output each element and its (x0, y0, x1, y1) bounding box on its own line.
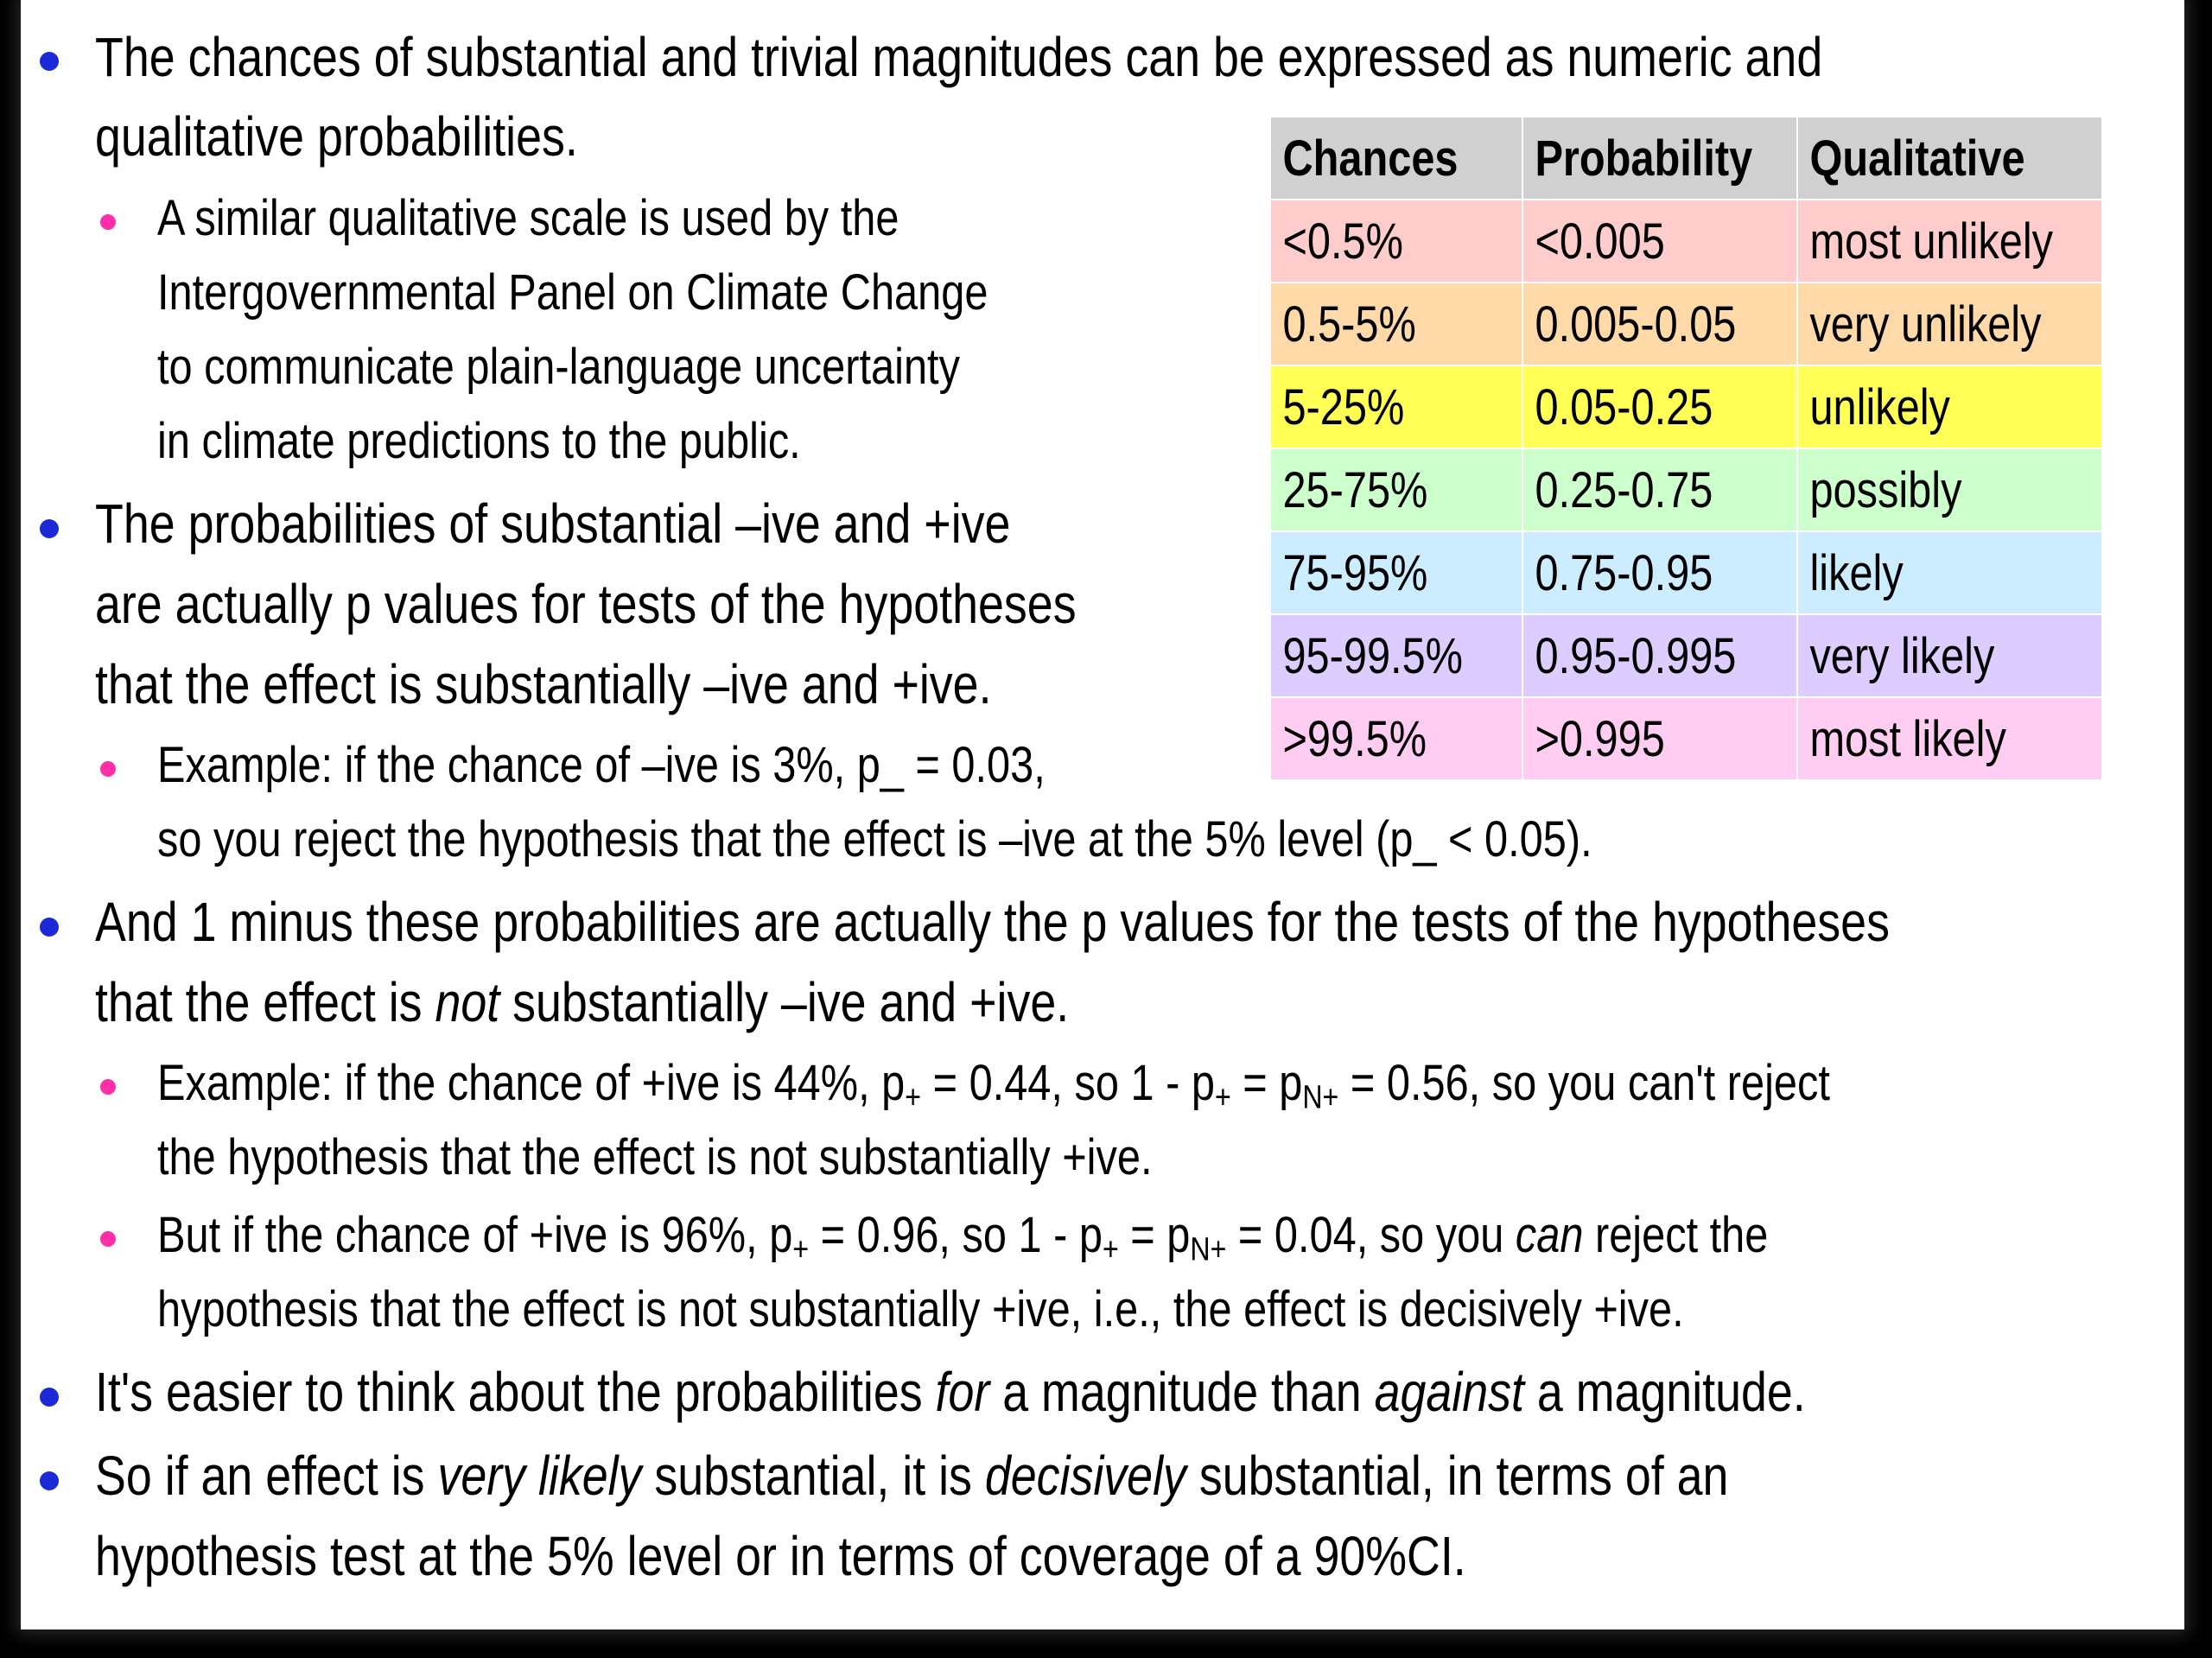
table-row: 0.5-5% 0.005-0.05 very unlikely (1271, 283, 2104, 366)
header-probability: Probability (1522, 118, 1798, 200)
table-row: 25-75% 0.25-0.75 possibly (1271, 448, 2104, 532)
bullet-3-line-2-pre: that the effect is (95, 971, 435, 1033)
bullet-3a-line-2: the hypothesis that the effect is not su… (157, 1129, 1153, 1185)
bullet-2-dot (40, 519, 59, 538)
bullet-4-dot (40, 1388, 59, 1407)
bullet-5-emphasis-1: very likely (437, 1445, 642, 1507)
cell-qualitative: likely (1796, 531, 2104, 615)
cell-qualitative: unlikely (1796, 365, 2104, 449)
bullet-5-line-1: So if an effect is very likely substanti… (95, 1448, 1728, 1503)
bullet-3-line-2: that the effect is not substantially –iv… (95, 975, 1069, 1030)
cell-chances: 95-99.5% (1271, 614, 1524, 698)
bullet-1-line-1: The chances of substantial and trivial m… (95, 26, 1823, 88)
bullet-5-text-2: substantial, it is (641, 1445, 985, 1507)
bullet-3b-emphasis: can (1515, 1207, 1584, 1263)
bullet-1a-line-4: in climate predictions to the public. (157, 413, 801, 469)
bullet-4-text-3: a magnitude. (1523, 1361, 1806, 1423)
cell-chances: 75-95% (1271, 531, 1524, 615)
table-row: 95-99.5% 0.95-0.995 very likely (1271, 614, 2104, 698)
bullet-2-line-2: are actually p values for tests of the h… (95, 573, 1077, 635)
bullet-1a-line-3: to communicate plain-language uncertaint… (157, 339, 960, 395)
cell-probability: 0.75-0.95 (1522, 531, 1798, 615)
bullet-3a-text-2: = 0.44, so 1 - p (921, 1055, 1215, 1111)
bullet-5-dot (40, 1471, 59, 1490)
bullet-3b-text-5: reject the (1583, 1207, 1769, 1263)
bullet-2a-line-2: so you reject the hypothesis that the ef… (157, 811, 1592, 867)
cell-qualitative: very unlikely (1796, 283, 2104, 366)
bullet-2-line-3: that the effect is substantially –ive an… (95, 653, 992, 715)
bullet-4-text-2: a magnitude than (989, 1361, 1375, 1423)
bullet-3a-dot (100, 1079, 116, 1095)
bullet-4-line-1: It's easier to think about the probabili… (95, 1364, 1806, 1420)
bullet-3b-line-1: But if the chance of +ive is 96%, p+ = 0… (157, 1207, 1769, 1267)
bullet-5-text-1: So if an effect is (95, 1445, 438, 1507)
table-row: <0.5% <0.005 most unlikely (1271, 200, 2104, 283)
cell-chances: 0.5-5% (1271, 283, 1524, 366)
bullet-2a-line-1: Example: if the chance of –ive is 3%, p_… (157, 737, 1046, 793)
table-row: 75-95% 0.75-0.95 likely (1271, 531, 2104, 615)
bullet-3a-sub-2: + (1214, 1078, 1231, 1116)
cell-probability: <0.005 (1522, 200, 1798, 283)
bullet-1-line-2: qualitative probabilities. (95, 105, 578, 168)
bullet-3a-text-4: = 0.56, so you can't reject (1338, 1055, 1830, 1111)
bullet-3a-line-1: Example: if the chance of +ive is 44%, p… (157, 1055, 1830, 1115)
table-header-row: Chances Probability Qualitative (1271, 118, 2104, 200)
cell-probability: 0.95-0.995 (1522, 614, 1798, 698)
cell-chances: >99.5% (1271, 697, 1524, 781)
bullet-3a-sub-1: + (905, 1078, 922, 1116)
cell-qualitative: most likely (1796, 697, 2104, 781)
bullet-5-line-2: hypothesis test at the 5% level or in te… (95, 1525, 1466, 1587)
cell-chances: 5-25% (1271, 365, 1524, 449)
bullet-1a-line-2: Intergovernmental Panel on Climate Chang… (157, 264, 988, 321)
cell-probability: 0.05-0.25 (1522, 365, 1798, 449)
bullet-3b-text-1: But if the chance of +ive is 96%, p (157, 1207, 793, 1263)
bullet-1a-line-1: A similar qualitative scale is used by t… (157, 190, 899, 246)
bullet-4-emphasis-1: for (935, 1361, 990, 1423)
bullet-2a-dot (100, 761, 116, 777)
header-chances: Chances (1271, 118, 1524, 200)
cell-qualitative: most unlikely (1796, 200, 2104, 283)
cell-probability: 0.005-0.05 (1522, 283, 1798, 366)
bullet-3-line-2-post: substantially –ive and +ive. (499, 971, 1070, 1033)
slide: The chances of substantial and trivial m… (21, 0, 2184, 1629)
bullet-5-emphasis-2: decisively (984, 1445, 1186, 1507)
cell-chances: <0.5% (1271, 200, 1524, 283)
bullet-3-line-1: And 1 minus these probabilities are actu… (95, 891, 1890, 953)
bullet-3b-dot (100, 1231, 116, 1247)
bullet-3b-sub-2: + (1102, 1230, 1119, 1268)
cell-chances: 25-75% (1271, 448, 1524, 532)
bullet-3b-sub-1: + (792, 1230, 810, 1268)
bullet-3b-text-2: = 0.96, so 1 - p (809, 1207, 1103, 1263)
bullet-1-dot (40, 52, 59, 71)
bullet-3-dot (40, 918, 59, 937)
bullet-2-line-1: The probabilities of substantial –ive an… (95, 492, 1011, 555)
cell-qualitative: very likely (1796, 614, 2104, 698)
cell-probability: >0.995 (1522, 697, 1798, 781)
table-row: 5-25% 0.05-0.25 unlikely (1271, 365, 2104, 449)
bullet-3a-text-3: = p (1230, 1055, 1303, 1111)
bullet-3b-line-2: hypothesis that the effect is not substa… (157, 1281, 1684, 1337)
bullet-3b-text-3: = p (1118, 1207, 1191, 1263)
bullet-4-emphasis-2: against (1374, 1361, 1524, 1423)
bullet-5-text-3: substantial, in terms of an (1185, 1445, 1729, 1507)
table-row: >99.5% >0.995 most likely (1271, 697, 2104, 781)
bullet-3-line-2-emphasis: not (435, 971, 500, 1033)
probability-table: Chances Probability Qualitative <0.5% <0… (1271, 118, 2104, 781)
cell-probability: 0.25-0.75 (1522, 448, 1798, 532)
bullet-3a-text-1: Example: if the chance of +ive is 44%, p (157, 1055, 906, 1111)
cell-qualitative: possibly (1796, 448, 2104, 532)
header-qualitative: Qualitative (1796, 118, 2104, 200)
bullet-3b-sub-3: N+ (1190, 1230, 1227, 1268)
bullet-1a-dot (100, 214, 116, 230)
bullet-3b-text-4: = 0.04, so you (1226, 1207, 1516, 1263)
bullet-3a-sub-3: N+ (1302, 1078, 1339, 1116)
bullet-4-text-1: It's easier to think about the probabili… (95, 1361, 936, 1423)
